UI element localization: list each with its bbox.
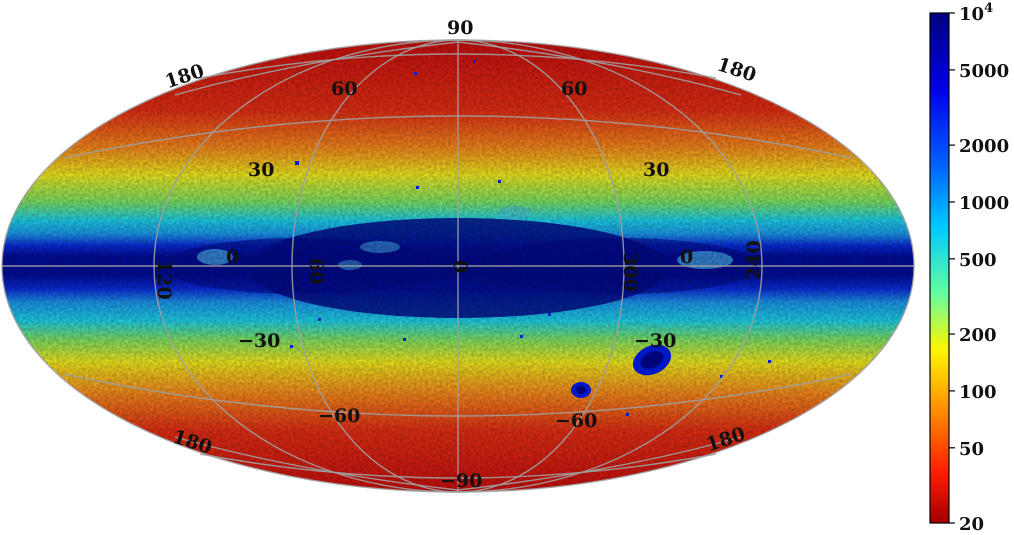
label-lat-m90: −90 (440, 470, 482, 492)
graticule (1, 39, 915, 493)
small-magellanic-cloud (571, 382, 591, 398)
meridian-diag-lr (457, 436, 742, 491)
colorbar-tick-label: 5000 (959, 61, 1009, 82)
colorbar-tick-exponent: 4 (984, 1, 993, 16)
parallel-60n (199, 53, 717, 79)
label-lat-m30-right: −30 (634, 330, 676, 352)
meridian-diag-ll (174, 436, 459, 491)
parallel-60s (199, 453, 717, 479)
coordinate-labels: 90 −90 30 30 −30 −30 180 60 60 180 120 0… (153, 17, 765, 492)
label-lat-m30-left: −30 (238, 330, 280, 352)
label-bot-m60-right: −60 (555, 410, 597, 432)
colorbar-tick-label: 500 (959, 250, 997, 271)
label-eq-300: 300 (619, 252, 641, 292)
label-eq-240: 240 (743, 240, 765, 280)
colorbar-ticks: 104 5000 2000 1000 500 200 100 50 20 (949, 1, 1009, 535)
colorbar-tick-label: 50 (959, 439, 984, 460)
colorbar-tick-label: 200 (959, 325, 997, 346)
parallel-30n (63, 115, 853, 159)
label-lat-30-left: 30 (248, 159, 274, 181)
colorbar-tick-label: 2000 (959, 136, 1009, 157)
meridian-diag-ur (457, 41, 742, 96)
parallel-30s (63, 373, 853, 417)
label-eq-0-left: 0 (226, 246, 239, 268)
colorbar-tick-label: 100 (959, 382, 997, 403)
label-eq-60: 60 (305, 258, 327, 284)
colorbar-tick-label: 1000 (959, 193, 1009, 214)
meridian-diag-ul (174, 41, 459, 96)
label-eq-0-center: 0 (449, 260, 471, 273)
star-cluster-dots (290, 60, 771, 416)
label-top-60-right: 60 (561, 78, 587, 100)
meridian-inner (291, 39, 625, 493)
large-magellanic-cloud (632, 344, 672, 376)
label-eq-120: 120 (153, 260, 175, 300)
label-bot-m60-left: −60 (318, 405, 360, 427)
label-lat-30-right: 30 (643, 159, 669, 181)
colorbar-scale (929, 12, 950, 524)
colorbar-tick-label: 20 (959, 514, 984, 535)
label-top-60-left: 60 (331, 78, 357, 100)
label-lat-90: 90 (447, 17, 473, 39)
colorbar-tick-label: 104 (959, 1, 993, 25)
label-eq-0-right: 0 (680, 246, 693, 268)
colorbar: 104 5000 2000 1000 500 200 100 50 20 (929, 1, 1009, 535)
